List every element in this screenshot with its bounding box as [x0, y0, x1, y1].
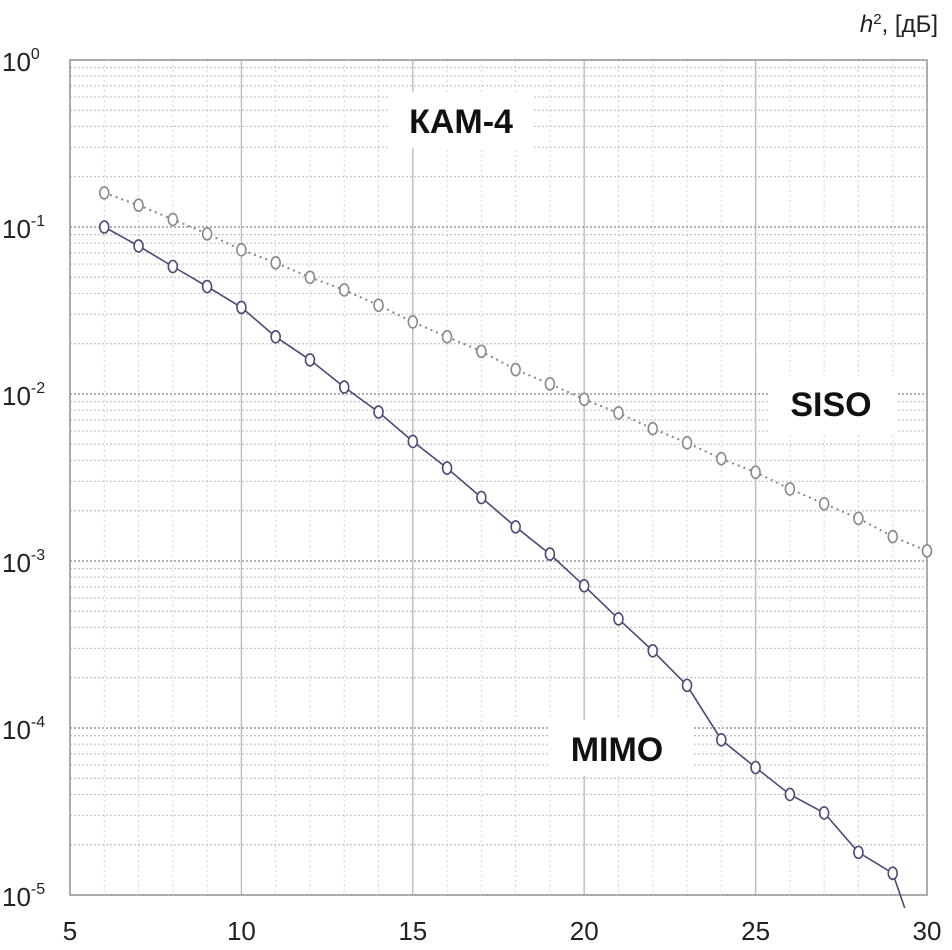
data-point	[887, 529, 899, 544]
data-point	[921, 544, 933, 558]
data-point	[647, 421, 659, 436]
data-point	[750, 465, 761, 480]
data-point	[681, 678, 693, 693]
y-tick-label: 100	[2, 46, 40, 77]
data-point	[647, 643, 659, 658]
data-point	[784, 482, 796, 496]
data-point	[818, 497, 830, 511]
y-tick-label: 10-4	[2, 714, 45, 745]
data-point	[441, 330, 453, 344]
data-point	[167, 212, 179, 227]
data-point	[887, 866, 899, 881]
data-point	[716, 732, 727, 747]
data-point	[784, 787, 796, 802]
data-point	[441, 461, 453, 475]
y-axis-ticks: 100 10-1 10-2 10-3 10-4 10-5	[2, 46, 45, 912]
data-point	[613, 406, 624, 420]
data-point	[407, 315, 419, 329]
data-point	[818, 806, 830, 820]
y-tick-label: 10-2	[2, 380, 45, 411]
data-point	[338, 283, 350, 297]
data-point	[133, 198, 144, 213]
data-point	[167, 259, 179, 274]
data-point	[270, 256, 281, 270]
data-point	[510, 362, 521, 377]
annotation-siso: SISO	[768, 376, 896, 432]
y-tick-label: 10-3	[2, 547, 45, 578]
series-layer	[98, 186, 933, 909]
annotation-kam4-text: КАМ-4	[409, 103, 513, 141]
series-line	[103, 226, 894, 874]
data-point	[544, 547, 556, 561]
data-point	[133, 239, 144, 253]
data-point	[98, 220, 110, 234]
data-point	[304, 353, 316, 367]
data-point	[373, 298, 384, 313]
y-tick-label: 10-1	[2, 213, 45, 244]
data-point	[853, 511, 864, 526]
data-point	[681, 436, 693, 450]
annotation-siso-text: SISO	[790, 386, 871, 424]
data-point	[236, 243, 247, 257]
x-tick-label: 20	[570, 916, 599, 946]
data-point	[544, 377, 556, 391]
data-point	[304, 270, 316, 285]
data-point	[98, 186, 110, 200]
data-point	[578, 392, 590, 407]
x-tick-label: 15	[398, 916, 427, 946]
data-point	[201, 279, 213, 294]
data-point	[270, 330, 281, 344]
x-axis-unit-label: h2, [дБ]	[860, 11, 938, 39]
data-point	[510, 520, 521, 534]
grid	[69, 59, 928, 896]
plot-frame	[69, 59, 928, 896]
data-point	[750, 760, 761, 775]
annotation-kam4: КАМ-4	[388, 92, 534, 148]
data-point	[201, 227, 213, 241]
series-mimo	[98, 220, 906, 909]
data-point	[407, 434, 419, 449]
data-point	[853, 845, 864, 860]
series-siso	[98, 186, 933, 558]
data-point	[613, 612, 624, 626]
data-point	[578, 579, 590, 593]
data-point	[338, 380, 350, 394]
annotation-mimo-text: MIMO	[571, 731, 664, 769]
data-point	[373, 405, 384, 419]
x-tick-label: 30	[913, 916, 942, 946]
x-tick-label: 10	[227, 916, 256, 946]
annotation-mimo: MIMO	[548, 720, 692, 776]
data-point	[236, 300, 247, 315]
x-tick-label: 5	[63, 916, 77, 946]
x-axis-ticks: 5 10 15 20 25 30	[63, 916, 942, 946]
y-tick-label: 10-5	[2, 881, 45, 912]
data-point	[716, 451, 727, 466]
x-tick-label: 25	[741, 916, 770, 946]
data-point	[476, 344, 487, 359]
data-point	[476, 490, 487, 505]
